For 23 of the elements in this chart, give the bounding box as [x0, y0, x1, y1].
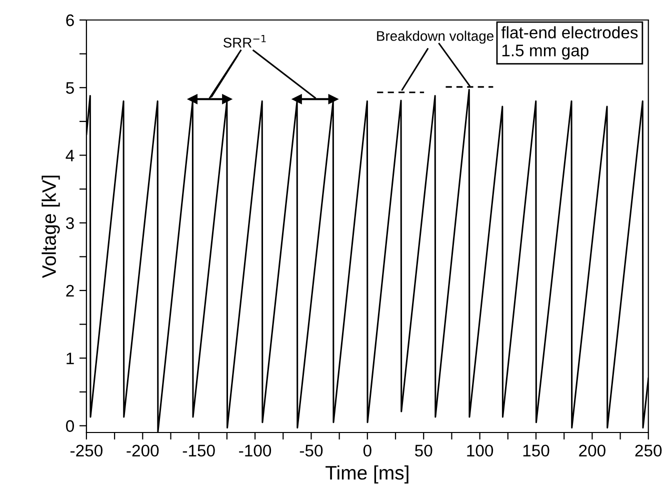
x-tick-label: 100 — [467, 444, 494, 457]
y-tick-label: 3 — [66, 217, 74, 230]
annotation: flat-end electrodes 1.5 mm gap — [501, 26, 638, 60]
y-tick-label: 5 — [66, 82, 74, 94]
x-tick-label: 250 — [635, 444, 662, 457]
annotation: SRR$^{−1}$ — [223, 35, 266, 48]
x-axis-title: Time [ms] — [326, 465, 408, 484]
y-tick-label: 6 — [66, 14, 74, 26]
x-tick-label: 200 — [579, 444, 606, 457]
x-tick-label: -150 — [182, 444, 215, 457]
y-axis-title: Voltage [kV] — [42, 176, 60, 278]
x-tick-label: -100 — [239, 444, 272, 457]
x-tick-label: 0 — [363, 444, 372, 457]
y-tick-label: 2 — [66, 284, 74, 297]
x-tick-label: -250 — [70, 444, 102, 457]
x-tick-label: -50 — [300, 444, 323, 457]
y-tick-label: 4 — [66, 150, 74, 162]
x-tick-label: -200 — [126, 444, 159, 457]
x-tick-label: 50 — [415, 444, 432, 457]
y-tick-label: 1 — [66, 352, 74, 364]
x-tick-label: 150 — [523, 444, 550, 457]
y-tick-label: 0 — [66, 420, 74, 432]
annotation: Breakdown voltage — [377, 30, 494, 44]
